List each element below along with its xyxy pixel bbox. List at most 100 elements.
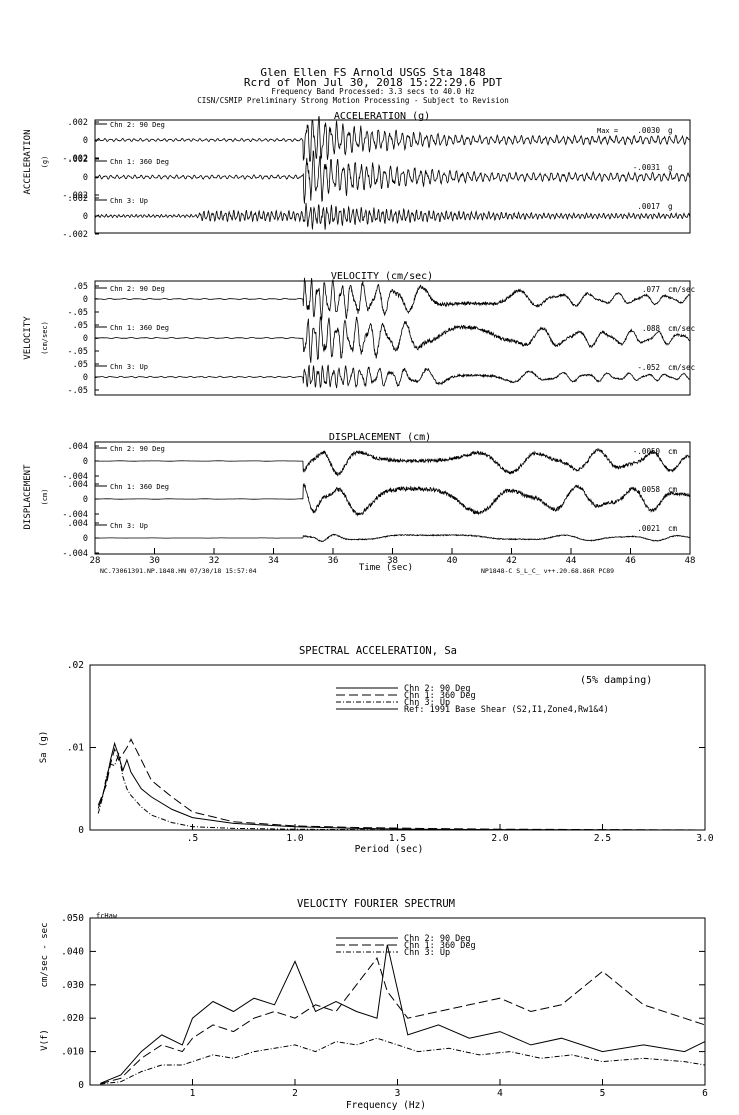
header: Glen Ellen FS Arnold USGS Sta 1848 Rcrd … [197,66,509,105]
time-tick-label: 34 [268,556,279,566]
velocity-panel: VELOCITY (cm/sec) VELOCITY (cm/sec) .05 0… [23,271,695,396]
y-tick-label: -.004 [62,510,88,520]
channel-label: Chn 1: 360 Deg [110,158,169,166]
y-tick-label: 0 [83,295,88,305]
spectral-legend-label: Chn 2: 90 Deg [404,684,471,694]
fourier-x-tick-label: 6 [702,1088,708,1099]
channel-label: Chn 2: 90 Deg [110,285,165,293]
trace-vel-0 [94,277,691,321]
peak-unit: cm/sec [668,285,695,294]
peak-unit: g [668,163,673,172]
peak-value: .0030 [637,126,660,135]
fourier-x-tick-label: 2 [292,1088,298,1099]
peak-value: -.0050 [633,447,661,456]
peak-value: -.0031 [633,163,660,172]
spectral-y-tick-label: .01 [67,743,84,754]
peak-value: -.052 [637,363,660,372]
displacement-traces [95,447,691,543]
peak-value: -.0058 [633,485,661,494]
y-tick-label: -.002 [62,191,88,201]
peak-value: .077 [642,285,660,294]
y-tick-label: .002 [68,155,88,165]
fourier-y-tick-label: .020 [61,1013,84,1024]
time-tick-label: 40 [447,556,458,566]
y-tick-label: .002 [68,194,88,204]
time-tick-label: 32 [209,556,220,566]
trace-acc-0 [94,116,691,162]
spectral-x-tick-label: 1.5 [389,833,406,844]
peak-value: .0021 [637,524,660,533]
y-tick-label: 0 [83,212,88,222]
time-tick-label: 30 [149,556,160,566]
velocity-frame: .05 0 -.05 Chn 2: 90 Deg .077 cm/sec .05 0 -.05 C… [68,280,695,396]
y-tick-label: .05 [73,282,88,292]
time-tick-label: 36 [328,556,339,566]
spectral-x-tick-label: 3.0 [696,833,713,844]
time-axis: Time (sec) NC.73061391.NP.1848.HN 07/30/… [90,548,696,575]
spectral-y-tick-label: 0 [78,825,84,836]
peak-unit: g [668,126,673,135]
fourier-series-1 [100,957,706,1085]
channel-label: Chn 3: Up [110,522,148,530]
peak-unit: cm [668,447,678,456]
fourier-legend-label: Chn 2: 90 Deg [404,934,471,944]
fourier-y-tick-label: .040 [61,946,84,957]
spectral-y-tick-label: .02 [67,660,84,671]
fourier-xlabel: Frequency (Hz) [346,1100,426,1111]
y-tick-label: .004 [68,519,88,529]
spectral-series-2 [97,752,705,831]
trace-dis-0 [95,447,691,477]
spectral-legend-label: Chn 3: Up [404,698,450,708]
peak-unit: cm [668,524,678,533]
acceleration-title: ACCELERATION (g) [334,111,430,122]
y-tick-label: -.05 [68,386,88,396]
max-label: Max = [597,127,618,135]
time-axis-footer-left: NC.73061391.NP.1848.HN 07/30/18 15:57:04 [100,567,257,575]
fourier-ylabel-top: cm/sec - sec [40,922,50,987]
fourier-x-tick-label: 3 [395,1088,401,1099]
acceleration-traces [94,116,691,230]
peak-value: .0017 [637,202,660,211]
time-tick-label: 46 [625,556,636,566]
fourier-y-tick-label: .010 [61,1047,84,1058]
header-record: Rcrd of Mon Jul 30, 2018 15:22:29.6 PDT [244,76,503,89]
y-tick-label: -.002 [62,230,88,240]
spectral-x-tick-label: 2.0 [491,833,508,844]
y-tick-label: -.004 [62,472,88,482]
channel-label: Chn 1: 360 Deg [110,324,169,332]
fourier-y-tick-label: .030 [61,980,84,991]
displacement-ylabel: DISPLACEMENT [23,464,33,530]
y-tick-label: 0 [83,457,88,467]
spectral-x-tick-label: 2.5 [594,833,611,844]
spectral-x-tick-label: .5 [187,833,198,844]
y-tick-label: -.002 [62,154,88,164]
displacement-yunit: (cm) [41,489,49,506]
y-tick-label: 0 [83,373,88,383]
y-tick-label: -.05 [68,347,88,357]
fourier-legend-label: Chn 1: 360 Deg [404,941,476,951]
acceleration-panel: ACCELERATION (g) ACCELERATION (g) .002 0 -… [23,111,691,240]
y-tick-label: .004 [68,480,88,490]
header-station: Glen Ellen FS Arnold USGS Sta 1848 [260,66,485,79]
time-axis-footer-right: NP1848-C S_L_C_ v++.20.68.86R PC89 [481,567,614,575]
displacement-panel: DISPLACEMENT (cm) DISPLACEMENT (cm) .004… [23,432,691,559]
fourier-frame [89,917,706,1086]
y-tick-label: 0 [83,534,88,544]
header-band: Frequency Band Processed: 3.3 secs to 40… [271,87,474,96]
fourier-series-2 [100,1037,706,1085]
time-tick-label: 44 [566,556,577,566]
y-tick-label: 0 [83,136,88,146]
trace-acc-1 [94,150,691,204]
displacement-title: DISPLACEMENT (cm) [329,432,431,443]
spectral-xlabel: Period (sec) [355,844,424,855]
time-tick-label: 48 [685,556,696,566]
trace-acc-2 [94,202,691,230]
acceleration-ylabel: ACCELERATION [23,129,33,194]
y-tick-label: .05 [73,321,88,331]
fourier-title: VELOCITY FOURIER SPECTRUM [297,898,455,910]
velocity-yunit: (cm/sec) [41,321,49,355]
peak-unit: cm [668,485,678,494]
